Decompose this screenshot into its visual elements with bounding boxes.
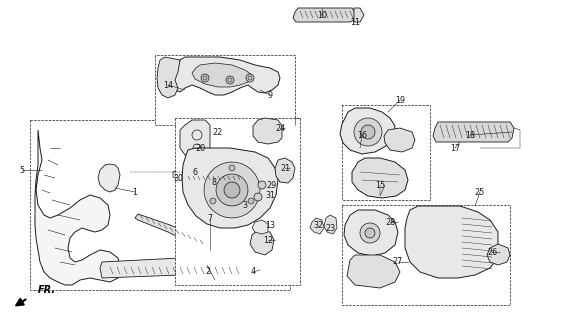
Text: 20: 20 [195, 143, 205, 153]
Polygon shape [342, 205, 510, 305]
Polygon shape [324, 215, 337, 234]
Text: 31: 31 [265, 190, 275, 199]
Polygon shape [224, 182, 240, 198]
Polygon shape [340, 108, 395, 154]
Polygon shape [347, 255, 400, 288]
Polygon shape [252, 220, 268, 234]
Polygon shape [352, 158, 408, 198]
Polygon shape [240, 250, 268, 282]
Circle shape [210, 198, 216, 204]
Polygon shape [175, 118, 300, 285]
Polygon shape [354, 8, 364, 22]
Polygon shape [344, 210, 398, 256]
Polygon shape [182, 148, 278, 228]
Polygon shape [98, 164, 120, 192]
Polygon shape [188, 163, 198, 172]
Polygon shape [170, 57, 280, 95]
Text: 4: 4 [251, 268, 255, 276]
Text: 9: 9 [267, 91, 273, 100]
Text: 16: 16 [357, 131, 367, 140]
Polygon shape [293, 8, 356, 22]
Text: 10: 10 [317, 11, 327, 20]
Text: 15: 15 [375, 180, 385, 189]
Polygon shape [182, 172, 242, 184]
Text: 24: 24 [275, 124, 285, 132]
Polygon shape [35, 130, 120, 285]
Polygon shape [192, 63, 252, 87]
Circle shape [365, 228, 375, 238]
Circle shape [254, 193, 262, 201]
Polygon shape [135, 214, 208, 250]
Polygon shape [30, 120, 290, 290]
Circle shape [361, 125, 375, 139]
Text: 3: 3 [243, 201, 247, 210]
Text: 14: 14 [163, 81, 173, 90]
Circle shape [354, 118, 382, 146]
Circle shape [360, 223, 380, 243]
Polygon shape [275, 158, 295, 183]
Text: 28: 28 [385, 218, 395, 227]
Polygon shape [173, 170, 181, 179]
Circle shape [201, 74, 209, 82]
Polygon shape [433, 122, 514, 142]
Polygon shape [250, 230, 274, 255]
Text: 25: 25 [475, 188, 485, 196]
Text: 30: 30 [173, 173, 183, 182]
Polygon shape [157, 57, 180, 98]
Text: 2: 2 [205, 268, 210, 276]
Polygon shape [180, 120, 210, 158]
Text: 23: 23 [325, 223, 335, 233]
Polygon shape [100, 258, 248, 280]
Text: 1: 1 [132, 188, 137, 196]
Polygon shape [405, 206, 498, 278]
Polygon shape [384, 128, 415, 152]
Text: 17: 17 [450, 143, 460, 153]
Text: 5: 5 [20, 165, 25, 174]
Polygon shape [310, 218, 324, 234]
Text: FR.: FR. [38, 285, 56, 295]
Text: 8: 8 [212, 178, 217, 187]
Text: 21: 21 [280, 164, 290, 172]
Text: 29: 29 [267, 180, 277, 189]
Text: 7: 7 [208, 213, 213, 222]
Text: 22: 22 [213, 127, 223, 137]
Polygon shape [204, 162, 260, 218]
Text: 27: 27 [393, 258, 403, 267]
Text: 13: 13 [265, 220, 275, 229]
Circle shape [248, 198, 254, 204]
Circle shape [229, 165, 235, 171]
Polygon shape [487, 244, 510, 265]
Text: 12: 12 [263, 236, 273, 244]
Text: 18: 18 [465, 131, 475, 140]
Circle shape [226, 76, 234, 84]
Polygon shape [253, 118, 282, 144]
Text: 6: 6 [193, 167, 197, 177]
Text: 32: 32 [313, 220, 323, 229]
Text: 11: 11 [350, 18, 360, 27]
Polygon shape [342, 105, 430, 200]
Circle shape [258, 181, 266, 189]
Polygon shape [216, 174, 248, 206]
Text: 26: 26 [487, 247, 497, 257]
Text: 19: 19 [395, 95, 405, 105]
Circle shape [246, 74, 254, 82]
Polygon shape [155, 55, 295, 125]
